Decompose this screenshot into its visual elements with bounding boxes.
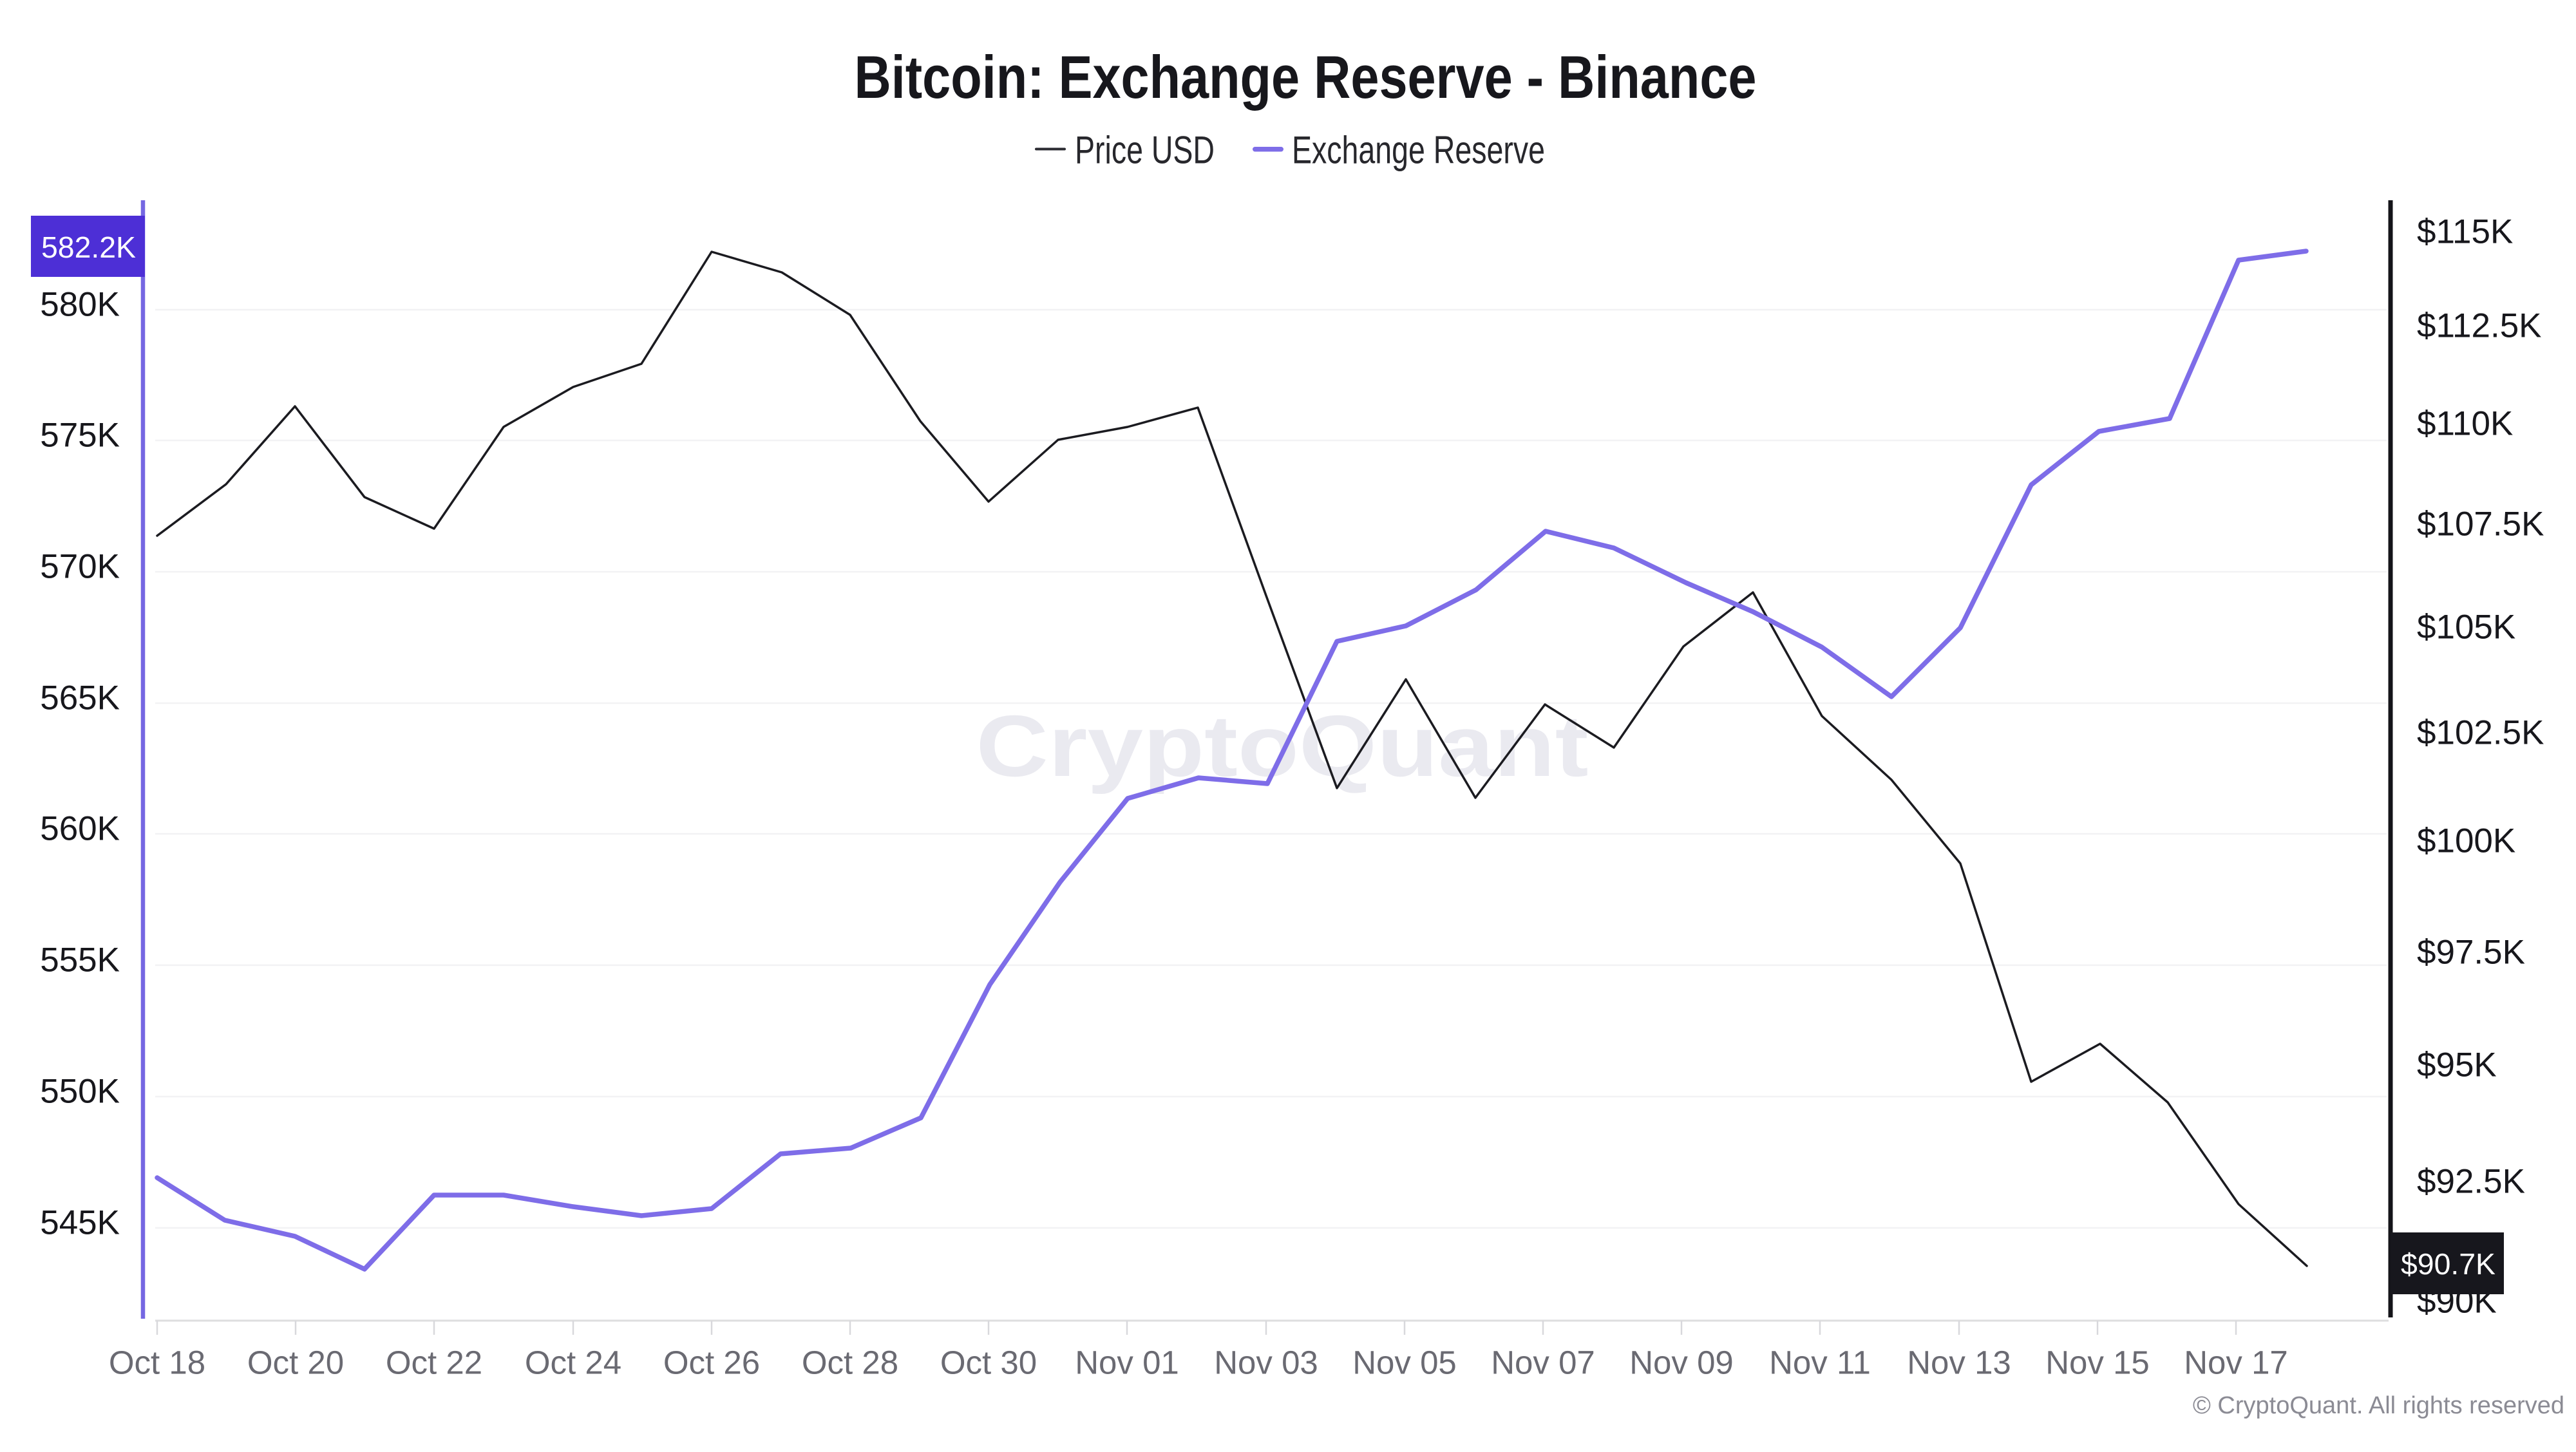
- svg-text:$95K: $95K: [2417, 1046, 2497, 1084]
- svg-text:© CryptoQuant. All rights rese: © CryptoQuant. All rights reserved: [2193, 1392, 2564, 1419]
- svg-text:550K: 550K: [40, 1073, 120, 1111]
- svg-text:$107.5K: $107.5K: [2417, 505, 2544, 543]
- svg-text:Oct 18: Oct 18: [109, 1344, 205, 1381]
- svg-text:$115K: $115K: [2417, 213, 2513, 251]
- svg-text:Nov 15: Nov 15: [2045, 1344, 2150, 1381]
- svg-text:555K: 555K: [40, 941, 120, 979]
- svg-text:565K: 565K: [40, 679, 120, 717]
- svg-text:582.2K: 582.2K: [41, 231, 136, 264]
- svg-text:Oct 28: Oct 28: [802, 1344, 898, 1381]
- svg-text:580K: 580K: [40, 286, 120, 324]
- svg-text:545K: 545K: [40, 1204, 120, 1242]
- svg-text:Nov 09: Nov 09: [1629, 1344, 1734, 1381]
- svg-text:Oct 30: Oct 30: [940, 1344, 1037, 1381]
- svg-text:Nov 07: Nov 07: [1491, 1344, 1595, 1381]
- svg-text:$105K: $105K: [2417, 608, 2515, 646]
- svg-text:Price USD: Price USD: [1075, 129, 1215, 172]
- svg-text:$110K: $110K: [2417, 405, 2513, 443]
- svg-text:$90.7K: $90.7K: [2401, 1247, 2496, 1281]
- svg-text:Oct 26: Oct 26: [663, 1344, 760, 1381]
- svg-text:Nov 17: Nov 17: [2184, 1344, 2288, 1381]
- svg-text:CryptoQuant: CryptoQuant: [976, 697, 1589, 795]
- svg-text:Bitcoin: Exchange Reserve - Bi: Bitcoin: Exchange Reserve - Binance: [855, 43, 1757, 111]
- svg-text:Exchange Reserve: Exchange Reserve: [1292, 129, 1545, 172]
- svg-text:575K: 575K: [40, 417, 120, 455]
- svg-text:560K: 560K: [40, 810, 120, 848]
- svg-text:Nov 05: Nov 05: [1352, 1344, 1457, 1381]
- svg-text:Nov 11: Nov 11: [1769, 1344, 1871, 1381]
- svg-text:Nov 03: Nov 03: [1214, 1344, 1318, 1381]
- svg-text:Oct 24: Oct 24: [525, 1344, 621, 1381]
- svg-text:570K: 570K: [40, 548, 120, 586]
- svg-text:$92.5K: $92.5K: [2417, 1163, 2525, 1201]
- svg-text:$100K: $100K: [2417, 822, 2515, 860]
- svg-text:Nov 13: Nov 13: [1907, 1344, 2011, 1381]
- svg-text:Oct 20: Oct 20: [247, 1344, 344, 1381]
- svg-text:Nov 01: Nov 01: [1075, 1344, 1179, 1381]
- svg-text:$97.5K: $97.5K: [2417, 934, 2525, 972]
- svg-text:$102.5K: $102.5K: [2417, 714, 2544, 752]
- svg-text:$112.5K: $112.5K: [2417, 307, 2542, 345]
- svg-text:Oct 22: Oct 22: [386, 1344, 482, 1381]
